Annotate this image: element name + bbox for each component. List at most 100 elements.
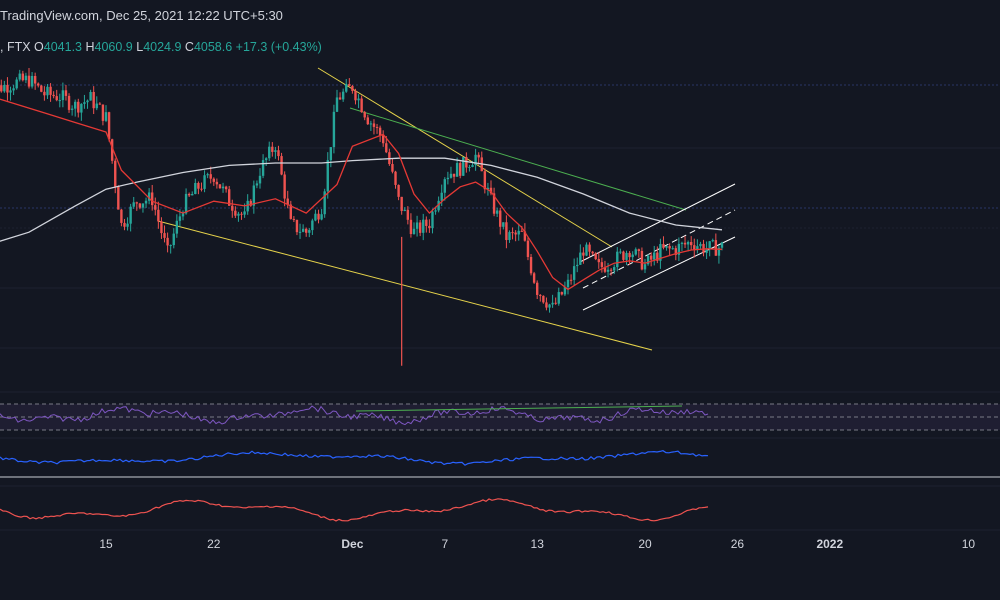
candle-body (135, 202, 138, 204)
candle-body (680, 242, 684, 244)
candle-body (591, 251, 594, 254)
fast-moving-average-line (0, 98, 723, 291)
candle-body (511, 232, 514, 234)
candle-body (560, 292, 564, 295)
high-label: H (85, 40, 95, 54)
candle-body (55, 96, 58, 101)
candle-body (354, 90, 357, 101)
candle-body (209, 174, 212, 179)
candle-body (686, 242, 690, 245)
candle-body (329, 147, 333, 161)
candle-body (154, 205, 157, 210)
time-axis-tick-label: 22 (207, 537, 221, 551)
candle-body (308, 230, 311, 233)
candle-body (348, 83, 351, 87)
moving-average-layer (0, 98, 723, 291)
candle-body (643, 264, 647, 270)
candle-body (114, 160, 117, 187)
candle-body (440, 192, 443, 201)
candle-body (391, 164, 394, 172)
candle-body (175, 220, 179, 234)
candle-body (579, 252, 582, 265)
candle-body (147, 192, 151, 201)
candle-body (237, 213, 240, 216)
candle-body (317, 213, 320, 220)
candle-body (542, 295, 545, 303)
candle-body (693, 245, 696, 250)
candle-body (708, 241, 711, 250)
candle-body (443, 179, 446, 193)
candle-body (37, 83, 40, 86)
candle-body (104, 112, 108, 121)
candle-body (18, 73, 21, 80)
candle-body (92, 92, 95, 109)
channel-upper-line (579, 183, 736, 263)
candle-body (138, 203, 142, 208)
candle-body (357, 98, 360, 101)
candle-body (576, 264, 579, 267)
candle-body (89, 92, 92, 101)
candle-body (206, 174, 209, 176)
candle-body (12, 88, 15, 91)
candle-body (58, 100, 61, 102)
candle-body (477, 154, 480, 158)
time-axis[interactable]: 15 22 Dec 7 13 20 26 2022 10 (99, 537, 975, 551)
candle-body (49, 86, 52, 95)
candle-body (151, 192, 154, 206)
candle-body (83, 102, 86, 104)
candle-body (6, 84, 9, 93)
candle-body (255, 183, 259, 186)
candle-body (375, 126, 379, 128)
candle-body (107, 112, 111, 140)
candle-body (489, 187, 493, 194)
candle-body (714, 240, 718, 256)
candle-body (160, 221, 163, 234)
candle-body (289, 204, 292, 219)
candle-body (261, 160, 265, 176)
candle-body (431, 211, 434, 229)
candle-body (172, 233, 175, 246)
candle-body (656, 252, 659, 261)
change-value: +17.3 (+0.43%) (235, 40, 322, 54)
time-axis-tick-label: 7 (441, 537, 448, 551)
candle-body (372, 123, 376, 127)
candle-body (24, 75, 28, 81)
candle-body (603, 266, 607, 272)
candle-body (631, 254, 634, 258)
candle-body (320, 214, 323, 220)
slow-moving-average-line (0, 157, 723, 242)
candle-body (505, 222, 508, 241)
candle-body (258, 175, 262, 184)
candle-body (563, 287, 567, 295)
candle-body (428, 225, 431, 229)
candle-body (194, 182, 197, 195)
candle-body (98, 103, 102, 105)
candle-body (539, 294, 542, 296)
time-axis-tick-label: 26 (731, 537, 745, 551)
obv-line (0, 450, 709, 466)
candle-body (449, 173, 453, 178)
candle-body (366, 117, 369, 125)
candle-body (696, 246, 699, 250)
candle-body (653, 252, 656, 260)
candle-body (234, 210, 237, 216)
time-axis-tick-label: 15 (99, 537, 113, 551)
exchange-label: , FTX (0, 40, 31, 54)
candle-body (86, 100, 89, 103)
candle-body (277, 150, 280, 157)
candle-body (616, 251, 619, 268)
candle-body (43, 91, 46, 96)
candle-body (129, 206, 132, 224)
candle-body (215, 181, 219, 185)
candle-body (474, 154, 477, 166)
candle-body (61, 90, 65, 101)
candle-body (40, 85, 43, 92)
candle-body (397, 184, 400, 197)
candle-body (301, 228, 305, 232)
candle-body (132, 202, 135, 207)
candle-body (335, 97, 339, 112)
close-label: C (184, 40, 194, 54)
candle-body (471, 165, 474, 167)
